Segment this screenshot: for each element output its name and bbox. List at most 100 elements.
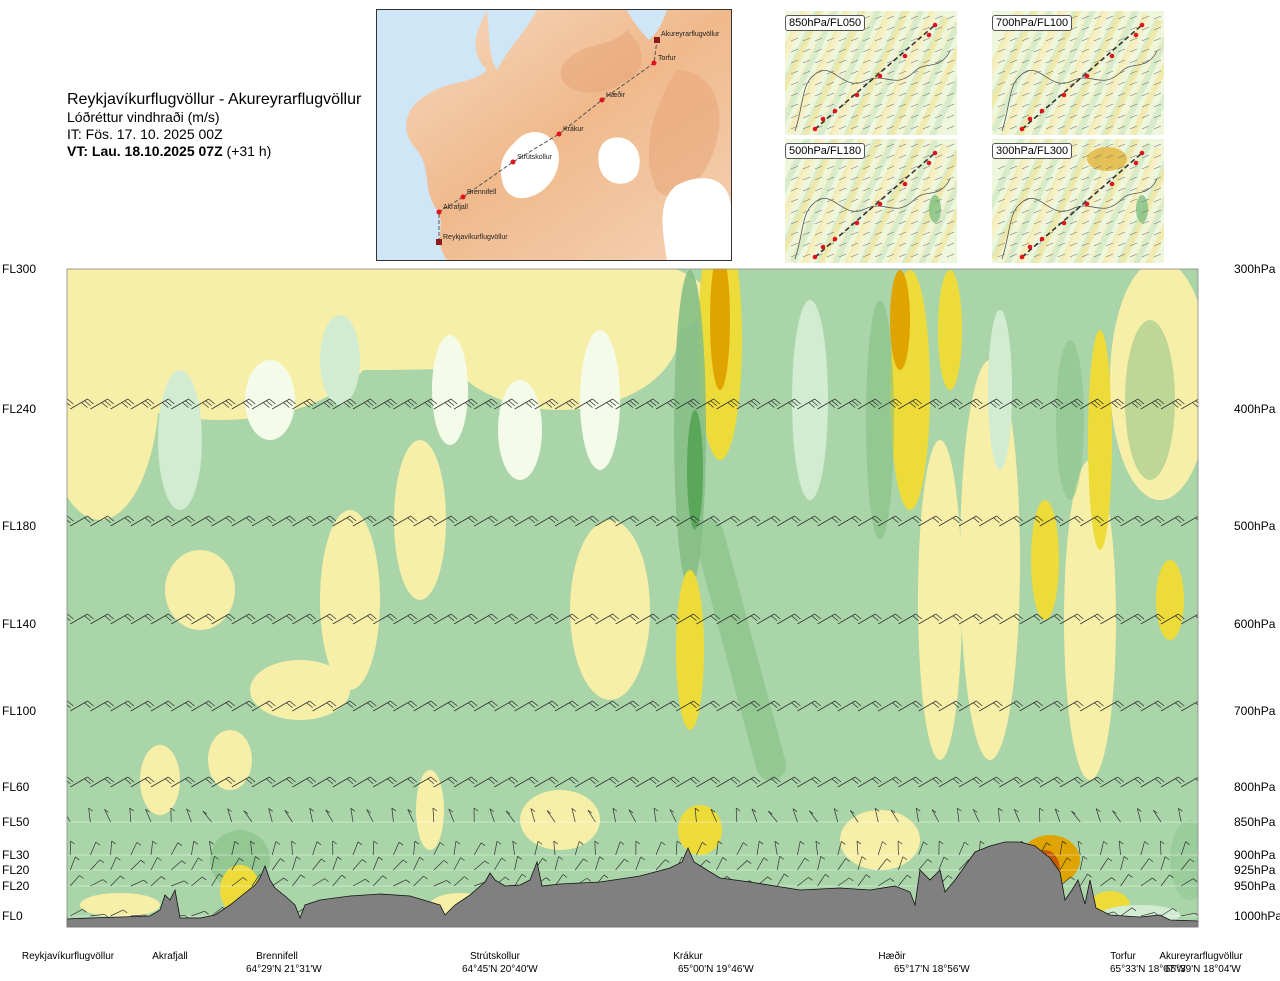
wind-barb bbox=[373, 700, 397, 712]
wind-barb bbox=[433, 776, 458, 788]
wind-barb bbox=[675, 840, 682, 856]
thumbnail-wind bbox=[1057, 165, 1066, 170]
wind-barb bbox=[857, 700, 882, 712]
thumbnail-wind bbox=[1117, 242, 1126, 247]
thumbnail-wind bbox=[814, 92, 823, 97]
wind-barb bbox=[272, 776, 296, 788]
wind-barb bbox=[50, 879, 66, 886]
wind-barb bbox=[90, 700, 114, 712]
thumbnail-wind bbox=[1153, 48, 1162, 53]
thumbnail-wind bbox=[874, 231, 883, 236]
thumbnail-wind bbox=[826, 37, 835, 42]
wind-barb bbox=[272, 515, 296, 527]
wind-barb bbox=[432, 807, 438, 823]
wind-barb bbox=[514, 515, 539, 527]
map-waypoint-marker bbox=[556, 131, 562, 137]
wind-barb bbox=[393, 841, 404, 856]
wind-barb bbox=[352, 700, 377, 712]
wind-barb bbox=[1039, 398, 1064, 410]
thumbnail-wind bbox=[838, 187, 847, 192]
thumbnail-band bbox=[860, 11, 938, 135]
wind-barb bbox=[534, 841, 543, 856]
wind-barb bbox=[391, 807, 397, 823]
thumbnail-wind bbox=[826, 92, 835, 97]
wind-barb bbox=[69, 613, 94, 625]
thumbnail-wind bbox=[1129, 198, 1138, 203]
thumbnail-wind bbox=[997, 70, 1006, 75]
wind-barb bbox=[110, 515, 135, 527]
thumbnail-wind bbox=[910, 154, 919, 159]
wind-barb bbox=[170, 515, 195, 527]
thumbnail-wind bbox=[1093, 242, 1102, 247]
wind-barb bbox=[874, 808, 880, 823]
wind-barb bbox=[530, 808, 536, 823]
wind-barb bbox=[575, 776, 599, 788]
wind-barb bbox=[958, 841, 969, 856]
wind-barb bbox=[655, 859, 670, 871]
wind-barb bbox=[453, 700, 478, 712]
thumbnail-wind bbox=[802, 70, 811, 75]
wind-barb bbox=[110, 856, 121, 871]
wind-barb bbox=[776, 873, 789, 887]
thumbnail-wind bbox=[898, 81, 907, 86]
wind-barb bbox=[956, 807, 962, 823]
wind-barb bbox=[231, 841, 240, 856]
wind-barb bbox=[202, 810, 212, 823]
thumbnail-band bbox=[1106, 29, 1164, 135]
thumbnail-wind bbox=[1093, 15, 1102, 20]
thumbnail-wind bbox=[850, 165, 859, 170]
field-contour bbox=[580, 330, 620, 470]
thumbnail-500[interactable]: 500hPa/FL180 bbox=[785, 139, 957, 263]
thumbnail-wind bbox=[898, 209, 907, 214]
thumbnail-wind bbox=[826, 198, 835, 203]
wind-barb bbox=[453, 398, 478, 410]
wind-barb bbox=[575, 700, 599, 712]
wind-barb bbox=[453, 840, 461, 856]
thumbnail-wind bbox=[898, 15, 907, 20]
wind-barb bbox=[1160, 398, 1185, 410]
thumbnail-wind bbox=[1045, 187, 1054, 192]
wind-barb bbox=[1120, 269, 1122, 270]
thumbnail-wind bbox=[934, 198, 943, 203]
thumbnail-wind bbox=[802, 103, 811, 108]
thumbnail-wind bbox=[997, 92, 1006, 97]
wind-barb bbox=[413, 857, 424, 871]
thumbnail-700[interactable]: 700hPa/FL100 bbox=[992, 11, 1164, 135]
thumbnail-wind bbox=[874, 176, 883, 181]
thumbnail-wind bbox=[1081, 81, 1090, 86]
thumbnail-wind bbox=[1009, 37, 1018, 42]
wind-barb bbox=[655, 841, 666, 856]
wind-barb bbox=[150, 840, 157, 856]
wind-barb bbox=[656, 269, 657, 270]
wind-barb bbox=[768, 810, 778, 823]
thumbnail-wind bbox=[1057, 198, 1066, 203]
wind-barb bbox=[958, 398, 983, 410]
wind-barb bbox=[350, 807, 356, 823]
wind-barb bbox=[332, 840, 337, 856]
thumbnail-wind bbox=[862, 59, 871, 64]
thumbnail-wind bbox=[922, 220, 931, 225]
thumbnail-wind bbox=[1057, 242, 1066, 247]
thumbnail-wind bbox=[1033, 198, 1042, 203]
pressure-level-label: 1000hPa bbox=[1234, 909, 1280, 923]
wind-barb bbox=[268, 808, 273, 823]
wind-barb bbox=[352, 878, 370, 887]
wind-barb bbox=[494, 700, 518, 712]
thumbnail-wind bbox=[1045, 81, 1054, 86]
thumbnail-wind bbox=[1117, 81, 1126, 86]
wind-barb bbox=[1079, 515, 1104, 527]
thumbnail-wind bbox=[1057, 114, 1066, 119]
wind-barb bbox=[332, 874, 346, 887]
thumbnail-wind bbox=[1033, 92, 1042, 97]
thumbnail-850[interactable]: 850hPa/FL050 bbox=[785, 11, 957, 135]
wind-barb bbox=[312, 858, 326, 871]
issue-time: IT: Fös. 17. 10. 2025 00Z bbox=[67, 126, 223, 142]
thumbnail-wind bbox=[814, 81, 823, 86]
thumbnail-wind bbox=[838, 176, 847, 181]
wind-barb bbox=[433, 860, 449, 871]
thumbnail-band bbox=[849, 139, 927, 263]
wind-barb bbox=[635, 613, 660, 625]
thumbnail-wind bbox=[886, 253, 895, 258]
thumbnail-300[interactable]: 300hPa/FL300 bbox=[992, 139, 1164, 263]
thumbnail-wind bbox=[850, 37, 859, 42]
